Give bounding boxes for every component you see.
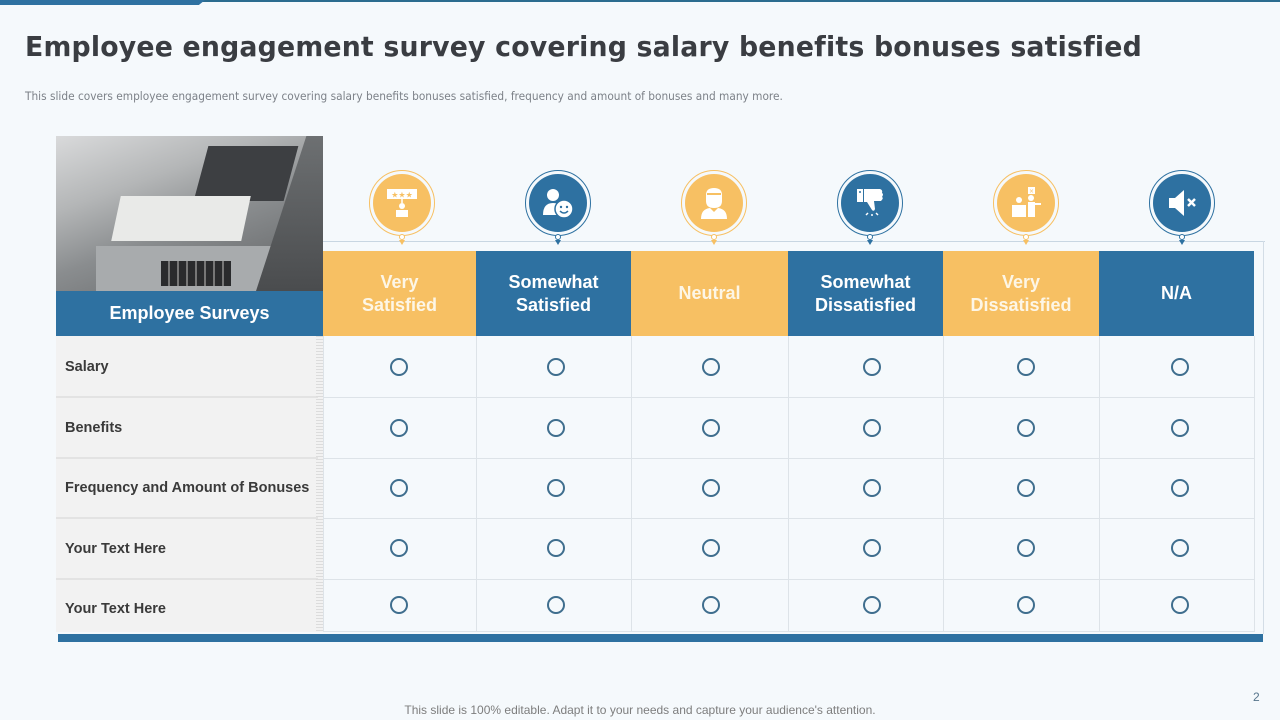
row-label-bonuses: Frequency and Amount of Bonuses — [56, 459, 318, 519]
radio-custom2-very-satisfied[interactable] — [390, 596, 408, 614]
photo-laptop-back — [193, 146, 299, 201]
row-label-custom-1: Your Text Here — [56, 519, 318, 580]
column-header-somewhat-dissatisfied: Somewhat Dissatisfied — [788, 251, 943, 336]
svg-text:★★★: ★★★ — [391, 191, 413, 200]
pin-arrow — [1178, 240, 1185, 245]
radio-bonuses-somewhat-satisfied[interactable] — [547, 479, 565, 497]
column-header-somewhat-satisfied: Somewhat Satisfied — [476, 251, 631, 336]
radio-salary-very-satisfied[interactable] — [390, 358, 408, 376]
grid-line — [323, 458, 1254, 459]
radio-salary-neutral[interactable] — [702, 358, 720, 376]
mute-speaker-icon — [1149, 170, 1215, 236]
slide-title: Employee engagement survey covering sala… — [25, 30, 1142, 63]
radio-benefits-very-satisfied[interactable] — [390, 419, 408, 437]
person-icon — [681, 170, 747, 236]
pin-arrow — [710, 240, 717, 245]
radio-custom2-na[interactable] — [1171, 596, 1189, 614]
header-line-2: Dissatisfied — [814, 294, 917, 315]
header-line-1: Very — [380, 271, 419, 292]
header-line-2: Satisfied — [515, 294, 592, 315]
svg-text:×: × — [1029, 188, 1034, 195]
grid-line — [323, 631, 1254, 632]
column-header-very-satisfied: Very Satisfied — [323, 251, 476, 336]
grid-line — [323, 579, 1254, 580]
radio-custom1-somewhat-dissatisfied[interactable] — [863, 539, 881, 557]
row-label-salary: Salary — [56, 337, 318, 398]
radio-bonuses-na[interactable] — [1171, 479, 1189, 497]
radio-bonuses-very-satisfied[interactable] — [390, 479, 408, 497]
radio-benefits-na[interactable] — [1171, 419, 1189, 437]
pin-dot — [555, 234, 561, 240]
column-divider-ruler — [316, 336, 323, 632]
page-number: 2 — [1253, 690, 1260, 704]
slide-subtitle: This slide covers employee engagement su… — [25, 89, 783, 103]
header-line-1: N/A — [1161, 283, 1192, 303]
radio-benefits-very-dissatisfied[interactable] — [1017, 419, 1035, 437]
header-line-2: Dissatisfied — [970, 294, 1072, 315]
radio-custom1-very-satisfied[interactable] — [390, 539, 408, 557]
radio-salary-somewhat-satisfied[interactable] — [547, 358, 565, 376]
photo-paper — [111, 196, 251, 241]
radio-salary-somewhat-dissatisfied[interactable] — [863, 358, 881, 376]
radio-custom1-somewhat-satisfied[interactable] — [547, 539, 565, 557]
header-line-1: Neutral — [678, 283, 741, 303]
radio-custom2-somewhat-satisfied[interactable] — [547, 596, 565, 614]
grid-line — [323, 336, 324, 632]
rating-feedback-icon: ★★★ — [369, 170, 435, 236]
radio-salary-very-dissatisfied[interactable] — [1017, 358, 1035, 376]
pin-arrow — [554, 240, 561, 245]
pin-dot — [711, 234, 717, 240]
pin-arrow — [866, 240, 873, 245]
row-label-custom-2: Your Text Here — [65, 601, 166, 617]
top-accent-bar — [0, 0, 205, 5]
radio-custom2-very-dissatisfied[interactable] — [1017, 596, 1035, 614]
grid-line — [323, 397, 1254, 398]
radio-custom1-neutral[interactable] — [702, 539, 720, 557]
table-bottom-bar — [58, 634, 1263, 642]
radio-bonuses-very-dissatisfied[interactable] — [1017, 479, 1035, 497]
radio-custom1-na[interactable] — [1171, 539, 1189, 557]
row-header-title: Employee Surveys — [56, 291, 323, 336]
row-label-column — [56, 336, 323, 632]
top-rule — [0, 0, 1280, 2]
complaint-desk-icon: × — [993, 170, 1059, 236]
table-right-border — [1263, 241, 1264, 634]
column-header-neutral: Neutral — [631, 251, 788, 336]
thumbs-down-icon — [837, 170, 903, 236]
radio-custom2-neutral[interactable] — [702, 596, 720, 614]
radio-benefits-somewhat-satisfied[interactable] — [547, 419, 565, 437]
radio-benefits-somewhat-dissatisfied[interactable] — [863, 419, 881, 437]
radio-benefits-neutral[interactable] — [702, 419, 720, 437]
grid-line — [1254, 336, 1255, 632]
grid-line — [1099, 336, 1100, 632]
grid-line — [476, 336, 477, 632]
radio-bonuses-somewhat-dissatisfied[interactable] — [863, 479, 881, 497]
grid-line — [943, 336, 944, 632]
header-top-line — [323, 241, 1265, 242]
column-header-na: N/A — [1099, 251, 1254, 336]
happy-user-icon — [525, 170, 591, 236]
header-line-1: Very — [1001, 271, 1041, 292]
radio-salary-na[interactable] — [1171, 358, 1189, 376]
grid-line — [788, 336, 789, 632]
radio-custom1-very-dissatisfied[interactable] — [1017, 539, 1035, 557]
column-header-very-dissatisfied: Very Dissatisfied — [943, 251, 1099, 336]
pin-dot — [1023, 234, 1029, 240]
header-line-1: Somewhat — [508, 271, 599, 292]
row-label-benefits: Benefits — [56, 398, 318, 459]
footer-note: This slide is 100% editable. Adapt it to… — [404, 703, 876, 717]
pin-dot — [1179, 234, 1185, 240]
header-line-1: Somewhat — [820, 271, 911, 292]
pin-dot — [867, 234, 873, 240]
header-line-2: Satisfied — [361, 294, 438, 315]
grid-line — [323, 518, 1254, 519]
pin-dot — [399, 234, 405, 240]
photo-keyboard — [161, 261, 231, 286]
office-laptop-photo — [56, 136, 323, 291]
grid-line — [631, 336, 632, 632]
pin-arrow — [398, 240, 405, 245]
radio-custom2-somewhat-dissatisfied[interactable] — [863, 596, 881, 614]
radio-bonuses-neutral[interactable] — [702, 479, 720, 497]
pin-arrow — [1022, 240, 1029, 245]
